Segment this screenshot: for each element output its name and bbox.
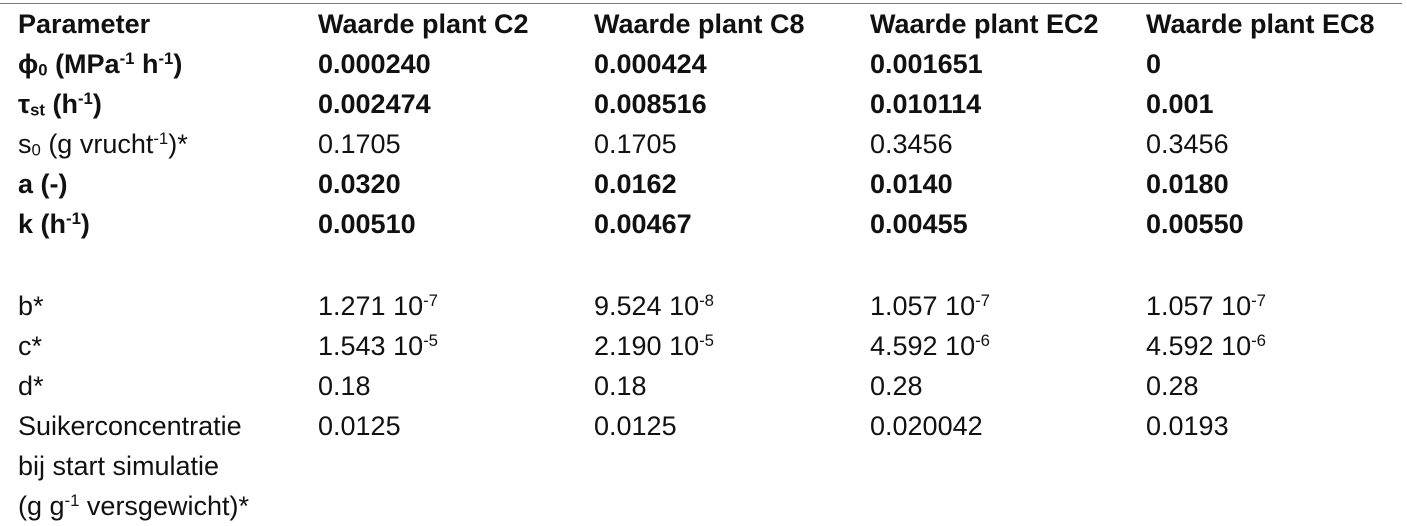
value-cell: 0.0320: [318, 169, 401, 199]
value-cell: 0.0125: [318, 411, 401, 441]
param-label-s0: s0 (g vrucht-1)*: [18, 128, 188, 160]
value-cell: 0.002474: [318, 89, 431, 119]
parameter-table: Parameter Waarde plant C2 Waarde plant C…: [18, 4, 1406, 526]
table-row-sugar: Suikerconcentratie bij start simulatie (…: [18, 406, 1406, 526]
value-cell: 0.000424: [594, 49, 707, 79]
value-cell: 0.000240: [318, 49, 431, 79]
header-c2: Waarde plant C2: [318, 9, 529, 39]
param-label-k: k (h-1): [18, 208, 90, 239]
value-cell: 4.592 10-6: [870, 330, 990, 361]
value-cell: 0.28: [1146, 371, 1199, 401]
param-label-c: c*: [18, 331, 43, 361]
value-cell: 1.057 10-7: [1146, 290, 1266, 321]
sugar-label-line-1: Suikerconcentratie: [18, 411, 242, 441]
value-cell: 0.00467: [594, 209, 692, 239]
table-row-b: b* 1.271 10-7 9.524 10-8 1.057 10-7 1.05…: [18, 286, 1406, 326]
header-parameter: Parameter: [18, 9, 151, 39]
value-cell: 4.592 10-6: [1146, 330, 1266, 361]
value-cell: 0.0180: [1146, 169, 1229, 199]
value-cell: 1.543 10-5: [318, 330, 438, 361]
header-ec8: Waarde plant EC8: [1146, 9, 1375, 39]
value-cell: 0.0125: [594, 411, 677, 441]
value-cell: 0.008516: [594, 89, 707, 119]
table-spacer-row: [18, 244, 1406, 286]
value-cell: 0.18: [318, 371, 371, 401]
value-cell: 0: [1146, 49, 1162, 79]
param-label-d: d*: [18, 371, 44, 401]
table-row-phi0: ϕ0 (MPa-1 h-1) 0.000240 0.000424 0.00165…: [18, 44, 1406, 84]
param-label-a: a (-): [18, 169, 68, 199]
table-top-rule: [0, 3, 1402, 4]
header-c8: Waarde plant C8: [594, 9, 805, 39]
value-cell: 0.28: [870, 371, 923, 401]
value-cell: 0.00510: [318, 209, 416, 239]
value-cell: 0.010114: [870, 89, 982, 119]
header-ec2: Waarde plant EC2: [870, 9, 1099, 39]
table-row-d: d* 0.18 0.18 0.28 0.28: [18, 366, 1406, 406]
sugar-label-line-2: bij start simulatie: [18, 451, 220, 481]
value-cell: 0.3456: [870, 129, 953, 159]
value-cell: 0.001: [1146, 89, 1214, 119]
sugar-label-line-3: (g g-1 versgewicht)*: [18, 490, 249, 521]
table-row-a: a (-) 0.0320 0.0162 0.0140 0.0180: [18, 164, 1406, 204]
value-cell: 0.0193: [1146, 411, 1229, 441]
value-cell: 0.00550: [1146, 209, 1244, 239]
param-label-sugar: Suikerconcentratie bij start simulatie (…: [18, 406, 318, 526]
table-row-c: c* 1.543 10-5 2.190 10-5 4.592 10-6 4.59…: [18, 326, 1406, 366]
param-label-phi0: ϕ0 (MPa-1 h-1): [18, 48, 183, 80]
value-cell: 0.0140: [870, 169, 953, 199]
value-cell: 0.3456: [1146, 129, 1229, 159]
param-label-b: b*: [18, 291, 44, 321]
value-cell: 1.271 10-7: [318, 290, 438, 321]
param-label-tau-st: τst (h-1): [18, 88, 102, 120]
table-header-row: Parameter Waarde plant C2 Waarde plant C…: [18, 4, 1406, 44]
table-row-k: k (h-1) 0.00510 0.00467 0.00455 0.00550: [18, 204, 1406, 244]
value-cell: 0.0162: [594, 169, 677, 199]
table-row-s0: s0 (g vrucht-1)* 0.1705 0.1705 0.3456 0.…: [18, 124, 1406, 164]
value-cell: 0.1705: [318, 129, 401, 159]
value-cell: 9.524 10-8: [594, 290, 714, 321]
table-row-tau-st: τst (h-1) 0.002474 0.008516 0.010114 0.0…: [18, 84, 1406, 124]
value-cell: 2.190 10-5: [594, 330, 714, 361]
value-cell: 0.001651: [870, 49, 983, 79]
value-cell: 0.020042: [870, 411, 983, 441]
value-cell: 0.00455: [870, 209, 968, 239]
value-cell: 0.1705: [594, 129, 677, 159]
value-cell: 1.057 10-7: [870, 290, 990, 321]
value-cell: 0.18: [594, 371, 647, 401]
